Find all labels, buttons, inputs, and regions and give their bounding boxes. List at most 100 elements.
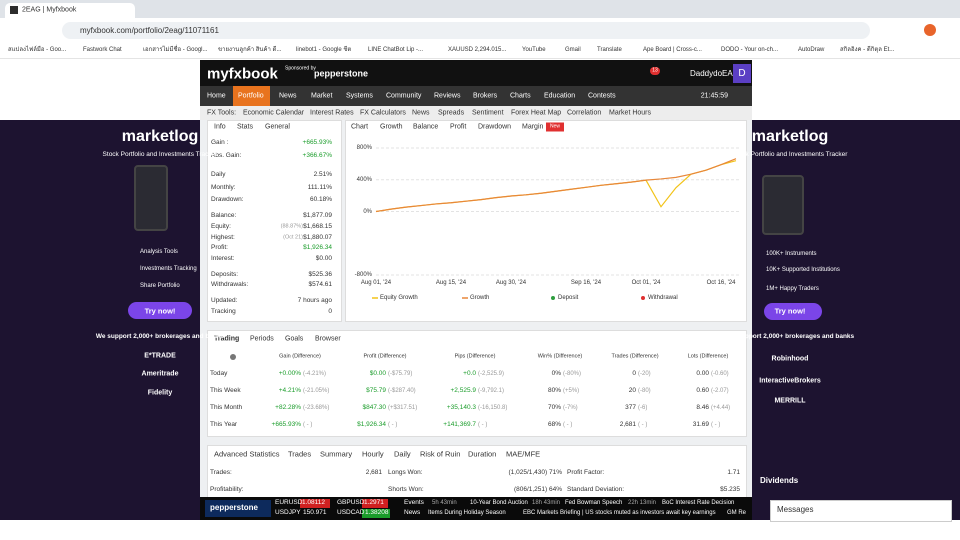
address-bar[interactable] xyxy=(62,22,870,39)
nav-item[interactable]: Reviews xyxy=(434,92,461,100)
tab[interactable]: General xyxy=(265,123,290,131)
cell-diff: (-23.68%) xyxy=(303,405,330,411)
ad-brand: marketlog xyxy=(751,128,829,145)
cell-value: $0.00 xyxy=(369,369,386,377)
tool-link[interactable]: FX Calculators xyxy=(360,109,406,117)
cell-diff: (-80%) xyxy=(563,371,582,377)
bookmark[interactable]: YouTube xyxy=(522,47,546,53)
ad-cta[interactable]: Try now! xyxy=(774,306,806,316)
tab[interactable]: Daily xyxy=(394,449,411,459)
messages-box[interactable] xyxy=(770,500,952,522)
info-panel xyxy=(207,120,342,322)
bookmark[interactable]: Gmail xyxy=(565,47,581,53)
ad-brand: marketlog xyxy=(121,128,199,145)
chart-tab[interactable]: Balance xyxy=(413,123,439,131)
ad-button[interactable] xyxy=(128,302,192,319)
tool-link[interactable]: Market Hours xyxy=(609,109,652,117)
cell-value: 0.00 xyxy=(696,369,709,377)
bookmark[interactable]: สแปลงไฟล์มือ - Goo... xyxy=(8,47,67,53)
event: 5h 43min xyxy=(432,500,457,506)
tab[interactable]: Browser xyxy=(315,335,341,343)
tab[interactable]: Goals xyxy=(285,335,304,343)
profile-icon[interactable] xyxy=(924,24,936,36)
ticker-brand-bg xyxy=(205,500,271,517)
tab-title[interactable]: 2EAG | Myfxbook xyxy=(22,6,77,14)
tool-link[interactable]: News xyxy=(412,109,430,117)
sponsored: Sponsored by xyxy=(285,65,316,72)
tab[interactable]: Risk of Ruin xyxy=(420,449,461,459)
bookmark[interactable]: Translate xyxy=(597,47,622,53)
bookmark[interactable]: XAUUSD 2,294.015... xyxy=(448,47,507,53)
cell-value: 80% xyxy=(547,386,561,394)
bookmark[interactable]: เอกสารไม่มีชื่อ - Googl... xyxy=(143,47,208,53)
site-header xyxy=(200,60,752,86)
bookmark[interactable]: AutoDraw xyxy=(798,47,825,53)
tab[interactable]: Info xyxy=(214,123,226,131)
bookmark[interactable]: Ape Board | Cross-c... xyxy=(643,47,702,53)
user[interactable]: DaddydoEA xyxy=(690,69,733,78)
news-item[interactable]: Items During Holiday Season xyxy=(428,510,506,516)
bookmark[interactable]: DODO - Your on-ch... xyxy=(721,47,779,53)
nav-item[interactable]: Home xyxy=(207,92,226,100)
chart-tab[interactable]: Chart xyxy=(351,123,369,131)
chart-tab[interactable]: Margin xyxy=(522,123,544,131)
panel-title: Advanced Statistics xyxy=(214,449,280,459)
tab[interactable]: Periods xyxy=(250,335,274,343)
nav-item[interactable]: Market xyxy=(311,92,333,100)
ad-support: We support 2,000+ brokerages and banks xyxy=(725,332,855,340)
tab[interactable]: Trades xyxy=(288,449,312,459)
nav-item[interactable]: Community xyxy=(386,92,422,100)
active-tab[interactable] xyxy=(5,3,135,18)
quote-symbol: USDCAD xyxy=(337,508,365,516)
chart-tab[interactable]: Growth xyxy=(380,123,403,131)
cell-diff: ( - ) xyxy=(711,422,721,428)
tab[interactable]: Trading xyxy=(214,335,240,343)
nav-item[interactable]: Charts xyxy=(510,92,531,100)
bookmark[interactable]: linebot1 - Google ชีต xyxy=(296,47,352,53)
nav-item[interactable]: Brokers xyxy=(473,92,498,100)
bookmark[interactable]: ขายงานลูกค้า สินค้า ดี... xyxy=(218,47,282,53)
nav-item[interactable]: Contests xyxy=(588,92,616,100)
logo[interactable]: myfxbook xyxy=(207,65,278,83)
tool-link[interactable]: Correlation xyxy=(567,109,602,117)
ad-button[interactable] xyxy=(764,303,822,320)
tab[interactable]: Stats xyxy=(237,123,253,131)
cell-diff: (-9,792.1) xyxy=(478,388,505,394)
chart-tab[interactable]: Profit xyxy=(450,123,467,131)
ad-extra: Dividends xyxy=(760,476,799,485)
chart-tab[interactable]: Drawdown xyxy=(478,123,512,131)
messages[interactable]: Messages xyxy=(777,505,814,514)
cell-value: +141,369.7 xyxy=(443,420,476,428)
avatar-box[interactable] xyxy=(733,64,751,83)
nav-item[interactable]: News xyxy=(279,92,297,100)
ad-cta[interactable]: Try now! xyxy=(144,306,176,316)
news-item[interactable]: GM Re xyxy=(727,510,747,516)
tab[interactable]: MAE/MFE xyxy=(506,449,541,459)
nav-item[interactable]: Portfolio xyxy=(238,92,264,100)
bookmark[interactable]: LINE ChatBot Lip -... xyxy=(368,47,424,53)
nav-item[interactable]: Education xyxy=(544,92,576,100)
tool-link[interactable]: Sentiment xyxy=(472,109,504,117)
bookmark[interactable]: สกิลอิงค - ดีกิตุล Et... xyxy=(840,47,895,53)
tab[interactable]: Duration xyxy=(468,449,497,459)
sub-nav xyxy=(200,106,752,120)
tab[interactable]: Summary xyxy=(320,449,353,459)
tool-link[interactable]: Economic Calendar xyxy=(243,109,305,117)
nav-item[interactable]: Systems xyxy=(346,92,373,100)
quote-price: 1.38208 xyxy=(365,508,389,516)
tool-link[interactable]: Spreads xyxy=(438,109,465,117)
cell-value: $1,926.34 xyxy=(357,420,386,428)
tools-label: FX Tools: xyxy=(207,109,237,117)
url[interactable]: myfxbook.com/portfolio/2eag/11071161 xyxy=(80,26,219,35)
cell-diff: ( - ) xyxy=(563,422,573,428)
tab[interactable]: Hourly xyxy=(362,449,384,459)
news-item[interactable]: EBC Markets Briefing | US stocks muted a… xyxy=(523,510,716,516)
tool-link[interactable]: Interest Rates xyxy=(310,109,354,117)
tool-link[interactable]: Forex Heat Map xyxy=(511,109,562,117)
bookmark[interactable]: Fastwork Chat xyxy=(83,47,122,53)
stat-value: 0 xyxy=(328,307,332,315)
y-tick-label: 400% xyxy=(356,176,372,183)
bookmarks-bar xyxy=(0,42,960,59)
